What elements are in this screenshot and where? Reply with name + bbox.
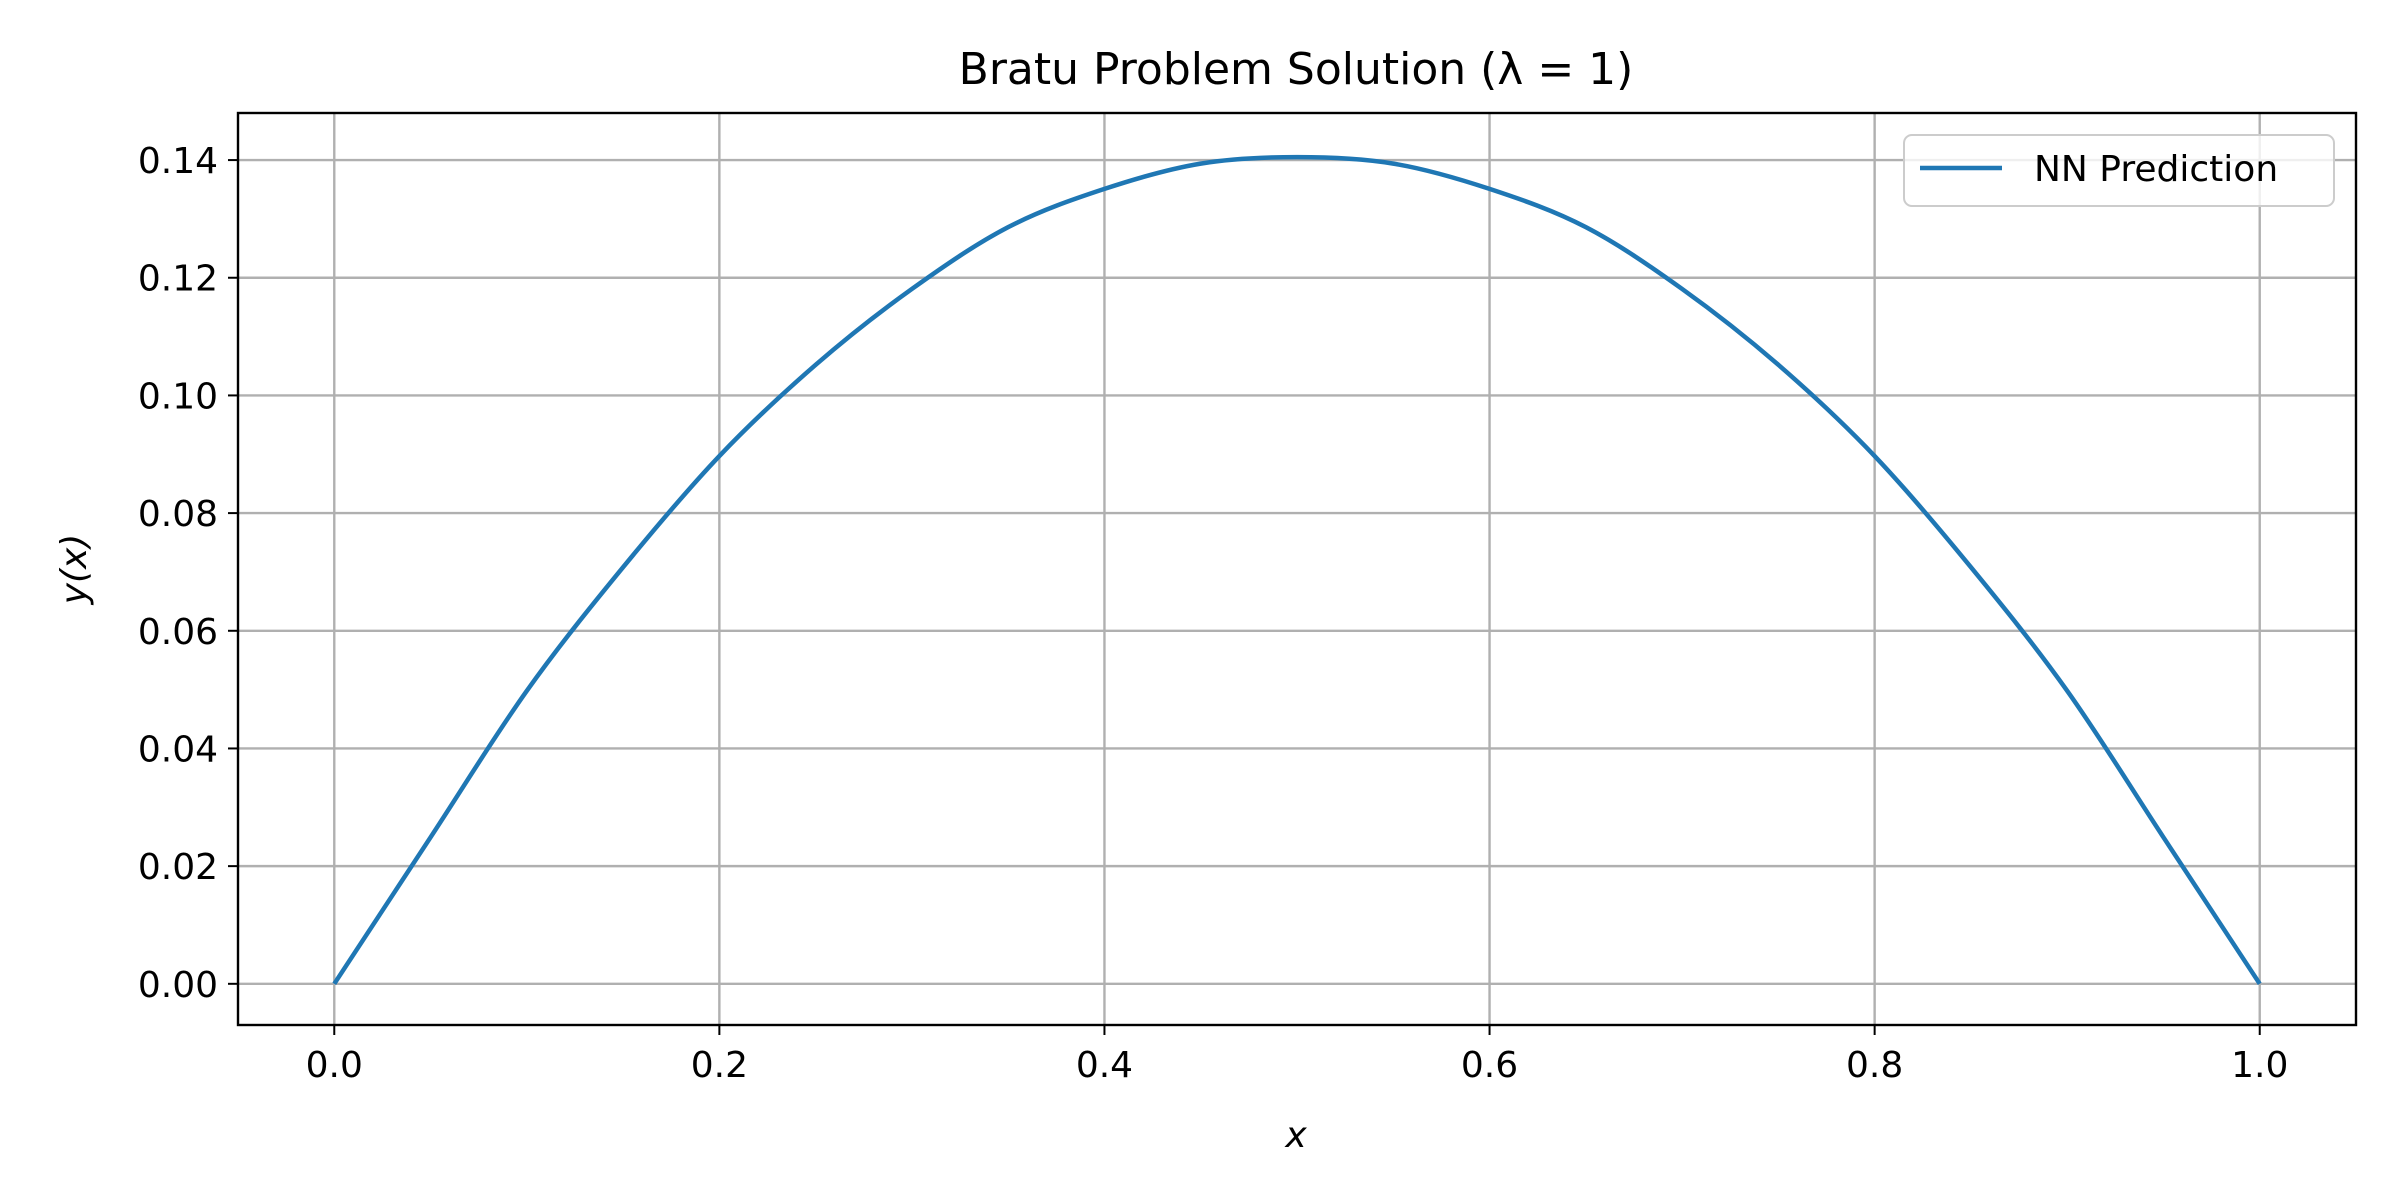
x-tick-label: 0.4 — [1076, 1045, 1133, 1086]
legend-box — [1903, 134, 2335, 207]
y-tick-label: 0.02 — [138, 847, 218, 888]
x-axis: 0.0 0.2 0.4 0.6 0.8 1.0 — [306, 1025, 2288, 1086]
y-tick-label: 0.10 — [138, 376, 218, 417]
legend: NN Prediction — [1903, 134, 2335, 207]
x-tick-label: 1.0 — [2231, 1045, 2288, 1086]
x-axis-label: x — [1284, 1115, 1307, 1156]
x-tick-label: 0.2 — [691, 1045, 748, 1086]
grid — [238, 113, 2356, 1025]
y-tick-label: 0.00 — [138, 965, 218, 1006]
chart-title: Bratu Problem Solution (λ = 1) — [959, 44, 1634, 95]
legend-label-nn-prediction: NN Prediction — [2034, 149, 2278, 190]
y-tick-label: 0.06 — [138, 612, 218, 653]
x-tick-label: 0.6 — [1461, 1045, 1518, 1086]
plot-background — [238, 113, 2356, 1025]
y-axis: 0.00 0.02 0.04 0.06 0.08 0.10 0.12 0.14 — [138, 141, 238, 1006]
y-tick-label: 0.14 — [138, 141, 218, 182]
series-line-nn-prediction — [332, 154, 2262, 986]
y-tick-label: 0.12 — [138, 259, 218, 300]
y-tick-label: 0.04 — [138, 729, 218, 770]
y-axis-label: y(x) — [54, 534, 95, 606]
plot-frame — [236, 111, 2358, 1027]
x-tick-label: 0.8 — [1846, 1045, 1903, 1086]
plot-area — [236, 111, 2358, 1027]
y-tick-label: 0.08 — [138, 494, 218, 535]
x-tick-label: 0.0 — [306, 1045, 363, 1086]
series-group — [332, 154, 2262, 986]
